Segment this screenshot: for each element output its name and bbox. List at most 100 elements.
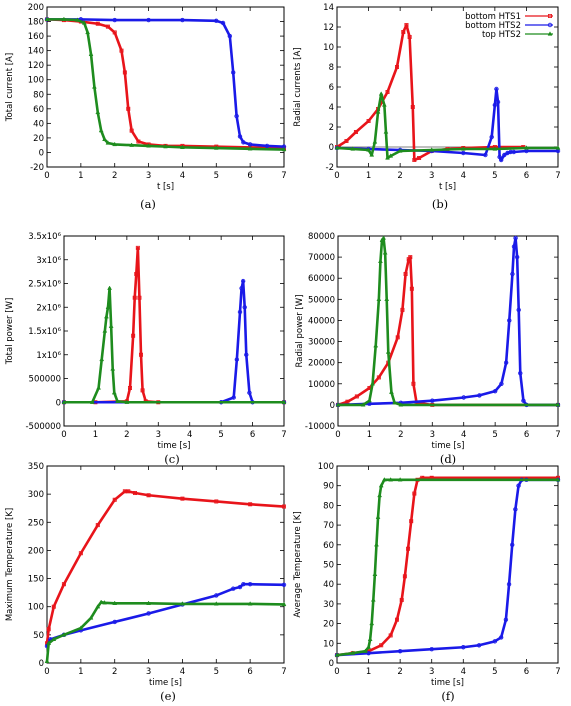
data-point xyxy=(112,619,117,625)
data-point xyxy=(460,146,466,151)
data-point xyxy=(350,650,356,655)
data-point xyxy=(88,615,94,620)
series-line xyxy=(62,246,286,404)
data-point xyxy=(334,652,340,657)
data-point xyxy=(366,644,371,649)
y-tick-label: 0 xyxy=(329,659,334,669)
data-point xyxy=(135,245,140,250)
x-tick-label: 0 xyxy=(61,430,66,440)
series-bottom-hts2 xyxy=(335,235,561,408)
data-point xyxy=(112,17,117,23)
x-tick-label: 4 xyxy=(461,430,466,440)
x-tick-label: 4 xyxy=(180,171,185,181)
data-point xyxy=(510,542,515,547)
data-point xyxy=(503,617,509,622)
data-point xyxy=(429,147,435,152)
x-tick-label: 0 xyxy=(44,171,49,181)
series-line xyxy=(62,279,286,404)
data-point xyxy=(377,492,383,498)
data-point xyxy=(239,286,244,291)
y-tick-label: 40 xyxy=(323,580,334,590)
y-tick-label: 8 xyxy=(329,63,334,73)
x-tick-label: 2 xyxy=(112,667,117,677)
data-point xyxy=(354,394,359,399)
data-point xyxy=(281,582,287,587)
data-point xyxy=(75,17,80,22)
data-point xyxy=(367,397,372,403)
y-tick-label: 30 xyxy=(323,600,334,610)
series-bottom-hts2 xyxy=(334,477,561,658)
data-point xyxy=(146,611,151,616)
x-tick-label: 5 xyxy=(492,171,497,181)
x-tick-label: 0 xyxy=(335,430,340,440)
data-point xyxy=(213,145,219,150)
y-tick-label: 80 xyxy=(33,90,44,100)
data-point xyxy=(112,141,118,147)
data-point xyxy=(409,286,414,291)
panel-e: 0 1 2 3 4 5 6 7 0 50 100 150 200 250 300 350 time [s] Max… xyxy=(5,462,287,703)
data-point xyxy=(105,140,111,145)
data-point xyxy=(385,349,391,354)
data-point xyxy=(381,235,386,240)
data-point xyxy=(46,640,52,645)
data-point xyxy=(132,295,137,300)
data-point xyxy=(367,636,373,642)
data-point xyxy=(353,129,358,134)
data-point xyxy=(247,146,253,151)
data-point xyxy=(378,482,384,488)
data-point xyxy=(105,304,111,309)
data-point xyxy=(521,398,526,403)
data-point xyxy=(381,477,387,482)
series-top-hts2 xyxy=(334,477,561,657)
x-axis-label: time [s] xyxy=(158,441,191,451)
data-point xyxy=(78,625,84,630)
data-point xyxy=(378,91,384,96)
data-point xyxy=(376,375,381,380)
x-tick-label: 2 xyxy=(397,171,402,181)
data-point xyxy=(366,650,371,656)
x-tick-label: 6 xyxy=(524,430,529,440)
y-tick-label: 0 xyxy=(329,143,334,153)
y-tick-label: 60 xyxy=(33,105,44,115)
x-tick-label: 6 xyxy=(250,430,255,440)
y-tick-label: 4 xyxy=(329,103,334,113)
x-axis-label: t [s] xyxy=(157,182,174,192)
y-tick-label: 10000 xyxy=(308,380,335,390)
data-point xyxy=(398,402,404,407)
data-point xyxy=(412,491,417,496)
data-point xyxy=(555,145,561,150)
series-bottom-hts2 xyxy=(61,278,287,405)
data-point xyxy=(397,477,403,482)
y-tick-label: 100 xyxy=(318,462,334,472)
data-point xyxy=(350,146,356,151)
data-point xyxy=(110,366,116,371)
data-point xyxy=(483,152,488,158)
x-tick-label: 7 xyxy=(555,430,560,440)
y-tick-label: 100 xyxy=(28,603,44,613)
data-point xyxy=(403,271,408,276)
x-tick-label: 0 xyxy=(44,667,49,677)
panel-caption: (f) xyxy=(441,689,454,703)
data-point xyxy=(146,600,151,605)
y-tick-label: 0 xyxy=(39,659,44,669)
x-tick-label: 7 xyxy=(555,171,560,181)
data-point xyxy=(476,643,482,648)
y-tick-label: 140 xyxy=(28,47,44,57)
data-point xyxy=(244,352,249,357)
data-point xyxy=(510,271,515,277)
y-tick-label: 2 xyxy=(329,123,334,133)
data-point xyxy=(511,244,517,249)
x-tick-label: 7 xyxy=(281,171,286,181)
data-point xyxy=(214,499,219,504)
series-line xyxy=(335,478,560,657)
data-point xyxy=(138,352,143,357)
y-tick-label: 300 xyxy=(28,490,44,500)
y-tick-label: 6 xyxy=(329,83,334,93)
y-axis-label: Average Temperature [K] xyxy=(293,511,303,617)
y-tick-label: 180 xyxy=(28,18,44,28)
data-point xyxy=(375,109,381,114)
data-point xyxy=(241,582,246,587)
series-line xyxy=(336,236,560,407)
data-point xyxy=(394,617,399,622)
